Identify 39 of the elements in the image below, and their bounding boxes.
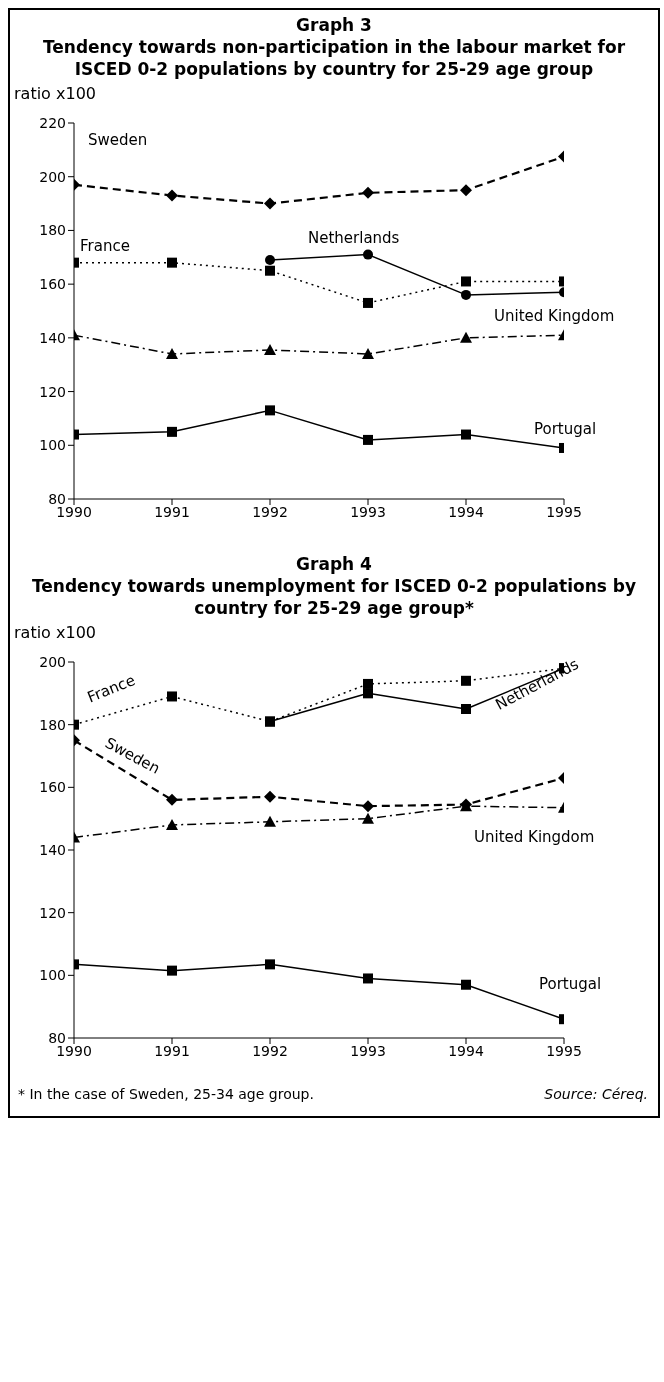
y-axis-title: ratio x100 <box>14 84 97 103</box>
y-tick-label: 220 <box>39 114 66 131</box>
y-tick-label: 200 <box>39 653 66 670</box>
text: France <box>84 671 138 707</box>
y-tick-label: 100 <box>39 437 66 454</box>
x-tick-label: 1992 <box>252 1042 288 1059</box>
y-tick-label: 180 <box>39 716 66 733</box>
x-tick-label: 1991 <box>154 1042 190 1059</box>
series-label: Portugal <box>534 419 597 438</box>
text: * In the case of Sweden, 25-34 age group. <box>18 1086 314 1102</box>
x-tick-label: 1993 <box>350 503 386 520</box>
x-tick-label: 1995 <box>546 503 582 520</box>
y-axis-title: ratio x100 <box>14 623 97 642</box>
x-tick-label: 1994 <box>448 503 484 520</box>
y-tick-label: 180 <box>39 222 66 239</box>
series-label: Netherlands <box>308 228 400 247</box>
series-label: France <box>80 236 130 255</box>
y-tick-label: 200 <box>39 168 66 185</box>
y-tick-label: 100 <box>39 967 66 984</box>
series-label: United Kingdom <box>494 307 615 326</box>
y-tick-label: 140 <box>39 841 66 858</box>
y-tick-label: 120 <box>39 904 66 921</box>
source-note: Source: Céreq. <box>544 1086 648 1102</box>
x-tick-label: 1994 <box>448 1042 484 1059</box>
y-tick-label: 160 <box>39 779 66 796</box>
chart-subtitle: Tendency towards unemployment for ISCED 0-2 populations by country for 25-29 age group* <box>30 575 638 619</box>
chart-subtitle: Tendency towards non-participation in the labour market for ISCED 0-2 populations by country for 25-29 age group <box>41 36 627 80</box>
x-tick-label: 1995 <box>546 1042 582 1059</box>
text: Sweden <box>88 130 148 149</box>
series-label: Portugal <box>539 975 602 994</box>
x-tick-label: 1992 <box>252 503 288 520</box>
y-tick-label: 120 <box>39 383 66 400</box>
y-tick-label: 160 <box>39 276 66 293</box>
chart-title: Graph 3 <box>295 14 373 36</box>
x-tick-label: 1993 <box>350 1042 386 1059</box>
y-tick-label: 140 <box>39 329 66 346</box>
x-tick-label: 1991 <box>154 503 190 520</box>
chart-title: Graph 4 <box>295 553 373 575</box>
series-label: United Kingdom <box>474 827 595 846</box>
